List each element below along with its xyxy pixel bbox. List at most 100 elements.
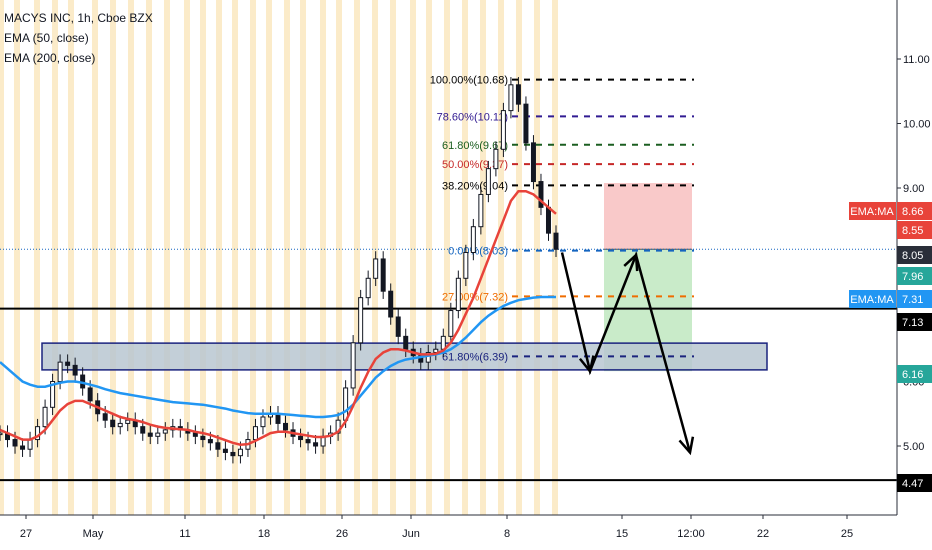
price-tag-label-bg bbox=[849, 202, 896, 220]
session-band bbox=[250, 0, 256, 515]
fib-level-label: 100.00%(10.68) bbox=[430, 75, 508, 87]
time-tick-label: 18 bbox=[258, 528, 270, 540]
candle-body bbox=[515, 84, 521, 105]
candle-body bbox=[200, 435, 206, 441]
time-tick-label: Jun bbox=[402, 528, 420, 540]
session-band bbox=[68, 0, 74, 515]
candle-body bbox=[102, 413, 108, 421]
candle-body bbox=[485, 168, 491, 195]
price-tag-bg bbox=[897, 365, 932, 383]
candle-body bbox=[493, 148, 499, 170]
candle-body bbox=[222, 448, 228, 453]
candle-body bbox=[358, 297, 364, 344]
session-band bbox=[354, 0, 360, 515]
candle-body bbox=[237, 448, 243, 457]
time-axis-bg bbox=[0, 515, 932, 550]
time-tick-label: 12:00 bbox=[677, 528, 705, 540]
session-band bbox=[534, 0, 540, 515]
candle-body bbox=[110, 419, 116, 428]
candle-body bbox=[125, 419, 131, 424]
legend: MACYS INC, 1h, Cboe BZX EMA (50, close) … bbox=[4, 8, 153, 68]
candle-body bbox=[313, 442, 319, 447]
price-tag-bg bbox=[897, 246, 932, 264]
time-tick-label: 25 bbox=[841, 528, 853, 540]
candle-body bbox=[275, 413, 281, 424]
session-band bbox=[14, 0, 20, 515]
candle-body bbox=[283, 422, 289, 431]
candle-body bbox=[155, 432, 161, 437]
session-band bbox=[390, 0, 396, 515]
horizontal-lines[interactable] bbox=[0, 248, 897, 482]
candle-body bbox=[207, 439, 213, 444]
candle-body bbox=[215, 442, 221, 450]
session-band bbox=[498, 0, 504, 515]
arrow-head bbox=[623, 252, 639, 272]
price-tag-label: EMA:MA bbox=[850, 294, 894, 306]
candle-body bbox=[117, 422, 123, 428]
legend-ema50[interactable]: EMA (50, close) bbox=[4, 31, 89, 45]
session-band bbox=[34, 0, 40, 515]
fib-level-label: 38.20%(9.04) bbox=[442, 180, 508, 192]
session-band bbox=[164, 0, 170, 515]
session-band bbox=[146, 0, 152, 515]
session-band bbox=[300, 0, 306, 515]
price-tick-label: 11.00 bbox=[903, 54, 930, 66]
session-band bbox=[552, 0, 558, 515]
session-band bbox=[52, 0, 58, 515]
ema200-line bbox=[0, 295, 556, 419]
candle-body bbox=[395, 316, 401, 337]
session-band bbox=[184, 0, 190, 515]
candle-body bbox=[147, 432, 153, 437]
arrow-head bbox=[678, 436, 695, 456]
price-tag-bg bbox=[897, 267, 932, 285]
session-band bbox=[426, 0, 432, 515]
projection-arrows[interactable] bbox=[560, 251, 695, 456]
session-band bbox=[266, 0, 272, 515]
projection-path bbox=[560, 251, 692, 453]
fib-level-label: 50.00%(9.37) bbox=[442, 159, 508, 171]
stop-loss-area bbox=[604, 183, 692, 250]
candle-body bbox=[57, 361, 63, 382]
price-tag-value: 7.96 bbox=[902, 271, 923, 283]
session-band bbox=[216, 0, 222, 515]
candle-body bbox=[50, 381, 56, 408]
price-tag-value: 8.05 bbox=[902, 250, 923, 262]
session-band bbox=[516, 0, 522, 515]
time-tick-label: 11 bbox=[179, 528, 190, 540]
time-tick-label: May bbox=[83, 528, 104, 540]
time-tick-label: 26 bbox=[336, 528, 348, 540]
candle-body bbox=[260, 416, 266, 428]
candle-body bbox=[470, 226, 476, 253]
candle-body bbox=[545, 206, 551, 234]
candle-body bbox=[162, 429, 168, 434]
price-tick-label: 10.00 bbox=[903, 119, 931, 131]
candle-body bbox=[455, 277, 461, 312]
price-tag-bg bbox=[897, 221, 932, 239]
session-band bbox=[92, 0, 98, 515]
time-tick-label: 8 bbox=[504, 528, 510, 540]
price-tag-bg bbox=[897, 474, 932, 492]
arrow-head bbox=[578, 355, 595, 374]
session-band bbox=[232, 0, 238, 515]
session-band bbox=[372, 0, 378, 515]
price-tick-label: 5.00 bbox=[903, 441, 924, 453]
candle-body bbox=[252, 426, 258, 441]
session-band bbox=[410, 0, 416, 515]
price-tag-label: EMA:MA bbox=[850, 206, 894, 218]
fib-level-label: 78.60%(10.11) bbox=[437, 111, 508, 123]
fib-level-label: 61.80%(9.67) bbox=[442, 140, 508, 152]
candle-body bbox=[42, 406, 48, 428]
legend-ema200[interactable]: EMA (200, close) bbox=[4, 51, 96, 65]
price-tag-bg bbox=[897, 290, 932, 308]
price-tag-value: 4.47 bbox=[902, 478, 923, 490]
time-tick-label: 15 bbox=[616, 528, 628, 540]
legend-symbol[interactable]: MACYS INC, 1h, Cboe BZX bbox=[4, 11, 153, 25]
session-band bbox=[200, 0, 206, 515]
candle-body bbox=[448, 310, 454, 337]
candle-body bbox=[350, 342, 356, 389]
candle-body bbox=[380, 258, 386, 292]
candle-body bbox=[12, 439, 18, 447]
candle-body bbox=[523, 103, 529, 144]
candles bbox=[0, 77, 559, 464]
